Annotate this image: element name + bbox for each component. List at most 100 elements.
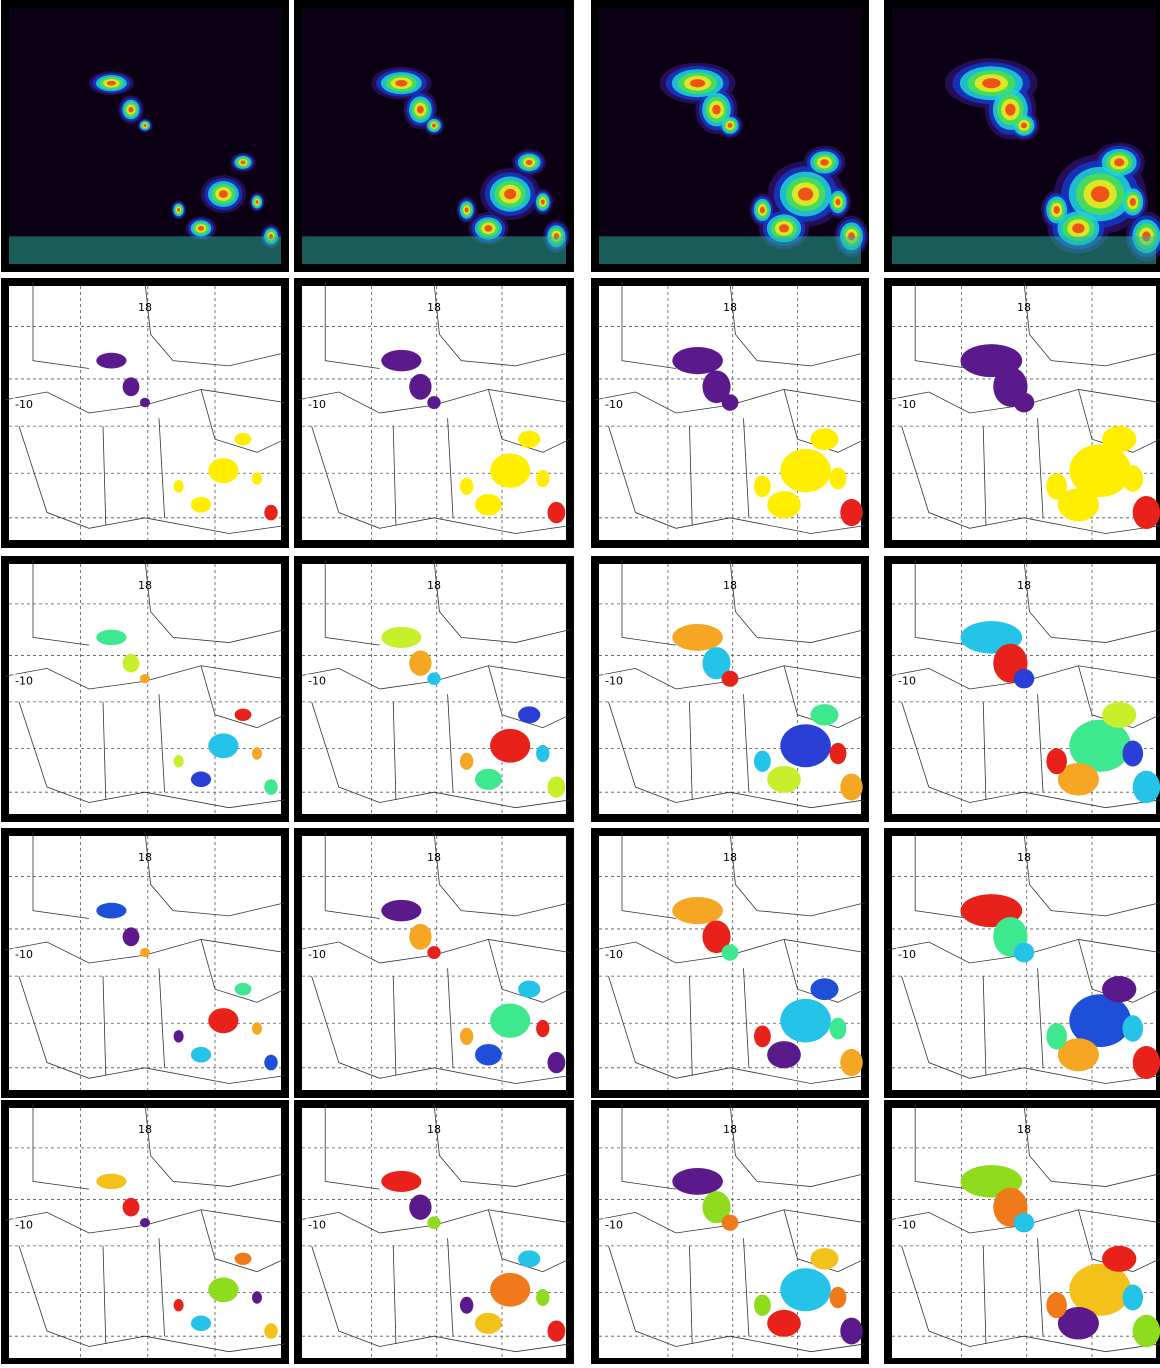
border [1037,418,1044,518]
latitude-label: 18 [1017,1123,1031,1136]
map-panel: 18 -10 [294,1100,574,1366]
bottom-band [599,236,861,264]
cloud [197,226,205,231]
cloud [1005,103,1016,116]
panel-frame [294,1100,574,1366]
label-bg [306,398,330,413]
storm-cell [810,1248,839,1270]
map-panel: 18 -10 [294,556,574,822]
border [689,976,693,1076]
border [158,694,165,793]
storm-cell [381,899,422,922]
panel-frame [884,828,1160,1098]
label-bg [603,948,627,963]
storm-cell [840,1317,863,1345]
storm-cell [381,626,422,648]
label-bg [306,674,330,689]
storm-cell [475,768,502,790]
cloud [128,106,134,113]
cloud [540,199,545,205]
cloud [143,124,147,127]
border [594,1209,866,1234]
border [1023,1103,1160,1187]
storm-cell [780,448,831,493]
label-bg [13,948,37,963]
storm-cell [1102,701,1137,728]
border [324,560,380,646]
label-bg [603,1218,627,1233]
border [901,701,1160,809]
storm-cell [780,998,831,1043]
storm-cell [518,980,541,998]
border [144,831,286,917]
latitude-label: 18 [427,1123,441,1136]
cloud [982,78,1001,89]
panel-frame [1,278,289,548]
storm-cell [1013,668,1035,689]
storm-cell [122,927,140,947]
longitude-label: -10 [605,674,623,687]
border [392,701,397,800]
border [887,665,1160,690]
border [32,1104,90,1190]
map-panel: 18 -10 [294,828,574,1098]
storm-cell [767,491,801,519]
border [311,425,571,534]
border [743,968,750,1068]
storm-cell [490,1272,531,1307]
storm-cell [208,458,239,484]
border [621,832,677,919]
storm-cell [810,978,839,1001]
cloud [1090,186,1110,203]
panel-frame [591,828,869,1098]
storm-cell [459,1296,474,1314]
storm-cell [753,1025,771,1048]
storm-cell [518,1250,541,1268]
border [729,831,866,917]
storm-cell [409,650,432,676]
storm-cell [518,706,541,724]
storm-cell [381,1170,422,1192]
storm-cell [96,1173,127,1190]
label-bg [13,1218,37,1233]
map-panel: 18 -10 [884,1100,1160,1366]
storm-cell [672,896,723,925]
map-panel [294,0,574,272]
storm-cell [139,674,151,684]
label-bg [896,948,920,963]
cloud [395,79,408,87]
border [1037,694,1044,793]
storm-cell [427,672,441,686]
panel-frame [294,278,574,548]
storm-cell [702,920,731,954]
storm-cell [780,724,831,768]
border [901,1245,1160,1353]
storm-cell [1069,994,1132,1048]
map-panel [884,0,1160,272]
map-panel: 18 -10 [591,278,869,548]
map-panel: 18 -10 [884,278,1160,548]
cloud [759,206,765,214]
border [1037,968,1044,1068]
cloud [835,198,841,206]
label-bg [13,674,37,689]
storm-cell [1132,496,1160,530]
border [914,1104,970,1190]
cloud [1114,158,1125,167]
storm-cell [475,493,502,516]
storm-cell [427,396,441,409]
storm-cell [547,776,566,798]
border [901,975,1160,1084]
border [102,1245,107,1344]
longitude-label: -10 [898,674,916,687]
storm-cell [475,1043,502,1066]
border [621,1104,677,1190]
panel-frame [591,278,869,548]
border [743,1238,750,1337]
storm-cell [767,1309,801,1337]
border [144,1103,286,1187]
storm-cell [173,1299,184,1312]
cloud [798,187,814,201]
border [144,559,286,643]
storm-cell [251,472,263,485]
